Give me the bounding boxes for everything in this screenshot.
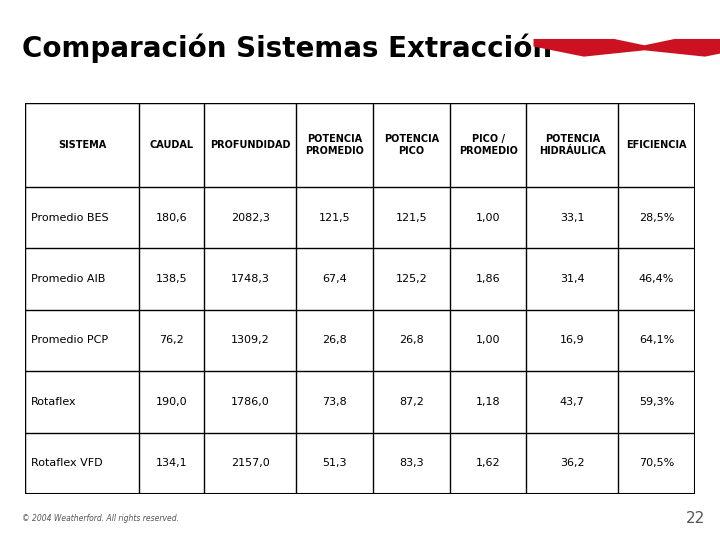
Text: SISTEMA: SISTEMA	[58, 140, 106, 150]
Text: 22: 22	[686, 511, 706, 526]
Text: 31,4: 31,4	[560, 274, 585, 284]
Text: 1748,3: 1748,3	[231, 274, 270, 284]
Text: CAUDAL: CAUDAL	[150, 140, 194, 150]
FancyBboxPatch shape	[25, 103, 695, 494]
Text: 1,00: 1,00	[476, 213, 500, 222]
Text: PROFUNDIDAD: PROFUNDIDAD	[210, 140, 290, 150]
Text: Rotaflex VFD: Rotaflex VFD	[30, 458, 102, 468]
Text: 43,7: 43,7	[560, 397, 585, 407]
Text: Promedio AIB: Promedio AIB	[30, 274, 105, 284]
Text: 134,1: 134,1	[156, 458, 187, 468]
Text: 190,0: 190,0	[156, 397, 187, 407]
Text: 26,8: 26,8	[399, 335, 423, 346]
Text: 121,5: 121,5	[318, 213, 350, 222]
Text: Rotaflex: Rotaflex	[30, 397, 76, 407]
Text: PICO /
PROMEDIO: PICO / PROMEDIO	[459, 134, 518, 156]
Polygon shape	[534, 39, 720, 57]
Text: Promedio PCP: Promedio PCP	[30, 335, 108, 346]
Text: 64,1%: 64,1%	[639, 335, 674, 346]
Text: 28,5%: 28,5%	[639, 213, 674, 222]
Text: 1,00: 1,00	[476, 335, 500, 346]
Text: 2082,3: 2082,3	[231, 213, 270, 222]
Text: 125,2: 125,2	[395, 274, 427, 284]
Text: 87,2: 87,2	[399, 397, 423, 407]
Text: 76,2: 76,2	[159, 335, 184, 346]
Text: 36,2: 36,2	[560, 458, 585, 468]
Text: 73,8: 73,8	[322, 397, 347, 407]
Text: 16,9: 16,9	[560, 335, 585, 346]
Text: 33,1: 33,1	[560, 213, 585, 222]
Text: 59,3%: 59,3%	[639, 397, 674, 407]
Text: POTENCIA
PICO: POTENCIA PICO	[384, 134, 438, 156]
Text: 1,86: 1,86	[476, 274, 500, 284]
Text: 51,3: 51,3	[322, 458, 346, 468]
Text: 138,5: 138,5	[156, 274, 187, 284]
Text: 46,4%: 46,4%	[639, 274, 674, 284]
Text: Promedio BES: Promedio BES	[30, 213, 108, 222]
Text: 2157,0: 2157,0	[231, 458, 269, 468]
Text: 26,8: 26,8	[322, 335, 347, 346]
Text: POTENCIA
HIDRÁULICA: POTENCIA HIDRÁULICA	[539, 134, 606, 156]
Text: 121,5: 121,5	[395, 213, 427, 222]
Text: 83,3: 83,3	[399, 458, 423, 468]
Text: 1,18: 1,18	[476, 397, 500, 407]
Text: 1309,2: 1309,2	[231, 335, 269, 346]
Text: 180,6: 180,6	[156, 213, 187, 222]
Text: 70,5%: 70,5%	[639, 458, 674, 468]
Text: POTENCIA
PROMEDIO: POTENCIA PROMEDIO	[305, 134, 364, 156]
Text: EFICIENCIA: EFICIENCIA	[626, 140, 687, 150]
Text: 1,62: 1,62	[476, 458, 500, 468]
Text: 1786,0: 1786,0	[231, 397, 269, 407]
Text: 67,4: 67,4	[322, 274, 347, 284]
Text: © 2004 Weatherford. All rights reserved.: © 2004 Weatherford. All rights reserved.	[22, 514, 179, 523]
Text: Comparación Sistemas Extracción: Comparación Sistemas Extracción	[22, 33, 552, 63]
